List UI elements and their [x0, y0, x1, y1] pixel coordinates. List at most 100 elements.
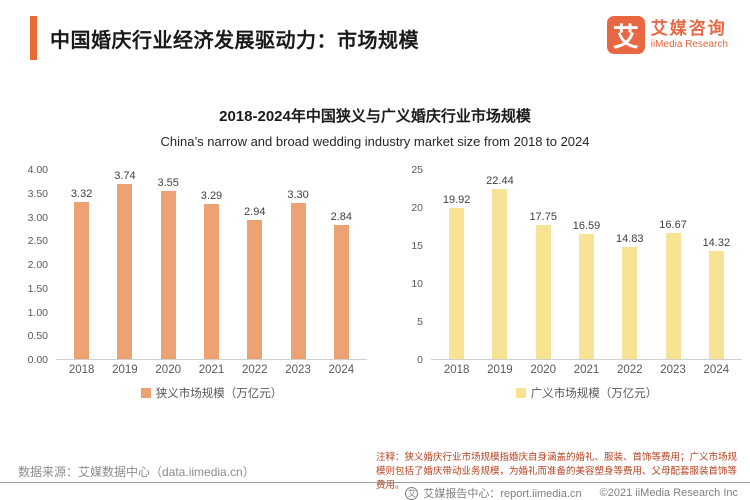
- iimedia-footer-logo-icon: 艾: [405, 486, 419, 500]
- bar-column: 2.94: [236, 170, 274, 359]
- y-axis-tick-label: 1.00: [27, 306, 48, 319]
- data-source-text: 数据来源：艾媒数据中心（data.iimedia.cn）: [18, 465, 255, 479]
- copyright-text: ©2021 iiMedia Research Inc: [599, 487, 738, 499]
- y-axis-tick-label: 0: [417, 354, 423, 366]
- page-title: 中国婚庆行业经济发展驱动力：市场规模: [50, 29, 419, 52]
- y-axis-tick-label: 5: [417, 316, 423, 328]
- report-center-link: 艾媒报告中心：report.iimedia.cn: [423, 488, 582, 500]
- y-axis-tick-label: 2.00: [27, 259, 48, 271]
- x-axis-label: 2024: [328, 364, 355, 376]
- bar-column: 14.83: [611, 170, 649, 359]
- bar-column: 19.92: [438, 170, 476, 359]
- x-axis-label: 2023: [285, 364, 311, 376]
- y-axis-tick-label: 2.50: [27, 235, 48, 248]
- x-axis-label: 2024: [703, 364, 730, 376]
- x-axis-label: 2019: [112, 364, 138, 376]
- footer-credit: 艾 艾媒报告中心：report.iimedia.cn ©2021 iiMedia…: [405, 485, 738, 500]
- broad-market-chart: 25 20 15 10 5 0 19.92 22.44 17.75 16.59 14.83 16.6…: [395, 164, 742, 401]
- y-axis-tick-label: 4.00: [27, 164, 48, 176]
- logo-name-cn: 艾媒咨询: [650, 18, 727, 38]
- bar-value-label: 14.83: [616, 232, 644, 245]
- bar-column: 3.29: [192, 170, 230, 359]
- bar: [492, 189, 508, 359]
- bar-column: 2.84: [322, 170, 360, 359]
- bar: [74, 202, 90, 359]
- plot-area: 19.92 22.44 17.75 16.59 14.83 16.67 14.32: [431, 170, 742, 360]
- chart-title: 2018-2024年中国狭义与广义婚庆行业市场规模: [219, 108, 531, 125]
- bar: [578, 233, 594, 359]
- x-axis-label: 2021: [198, 364, 225, 376]
- x-axis-label: 2022: [241, 364, 268, 376]
- bar-column: 22.44: [481, 170, 519, 359]
- legend: 广义市场规模（万亿元）: [431, 385, 742, 401]
- chart-subtitle: China’s narrow and broad wedding industr…: [160, 134, 590, 149]
- title-accent-bar: [30, 16, 37, 60]
- x-axis: 2018 2019 2020 2021 2022 2023 2024: [56, 364, 367, 376]
- bar-column: 3.30: [279, 170, 317, 359]
- y-axis: 4.00 3.50 3.00 2.50 2.00 1.50 1.00 0.50 0.00: [20, 164, 56, 366]
- bar-value-label: 16.59: [572, 219, 601, 232]
- y-axis: 25 20 15 10 5 0: [395, 164, 431, 366]
- bar: [622, 246, 638, 359]
- y-axis-tick-label: 15: [411, 240, 423, 252]
- iimedia-logo-icon: 艾: [606, 16, 645, 54]
- bar-value-label: 2.84: [330, 210, 353, 223]
- chart-body: 4.00 3.50 3.00 2.50 2.00 1.50 1.00 0.50 0.00 3.3…: [20, 164, 367, 366]
- y-axis-tick-label: 0.00: [27, 354, 48, 366]
- bar-value-label: 3.30: [287, 189, 309, 202]
- bar-value-label: 22.44: [486, 175, 514, 188]
- header-title-group: 中国婚庆行业经济发展驱动力：市场规模: [30, 16, 419, 60]
- x-axis-label: 2019: [487, 364, 513, 376]
- plot-area: 3.32 3.74 3.55 3.29 2.94 3.30 2.84: [56, 170, 367, 360]
- bar-column: 16.67: [654, 170, 692, 359]
- bar: [449, 208, 465, 359]
- bar: [290, 203, 306, 359]
- footer-divider: [0, 482, 750, 483]
- iimedia-logo: 艾 艾媒咨询 iiMedia Research: [606, 16, 728, 54]
- iimedia-logo-text: 艾媒咨询 iiMedia Research: [651, 19, 728, 51]
- y-axis-tick-label: 10: [411, 278, 423, 290]
- y-axis-tick-label: 3.50: [27, 187, 48, 200]
- x-axis-label: 2023: [660, 364, 686, 376]
- bar-value-label: 3.29: [200, 189, 223, 202]
- y-axis-tick-label: 1.50: [27, 282, 48, 295]
- bar-value-label: 19.92: [442, 194, 471, 207]
- bar-column: 14.32: [697, 170, 735, 359]
- note-text: 注释：狭义婚庆行业市场规模指婚庆自身涵盖的婚礼、服装、首饰等费用；广义市场规模则…: [376, 452, 738, 491]
- y-axis-tick-label: 3.00: [27, 211, 48, 224]
- bar: [665, 232, 681, 359]
- bar-column: 3.32: [63, 170, 101, 359]
- bar: [160, 191, 176, 359]
- bar-value-label: 2.94: [244, 206, 266, 219]
- legend-label: 狭义市场规模（万亿元）: [155, 388, 283, 400]
- y-axis-tick-label: 0.50: [27, 330, 48, 343]
- x-axis-label: 2022: [616, 364, 643, 376]
- narrow-market-chart: 4.00 3.50 3.00 2.50 2.00 1.50 1.00 0.50 0.00 3.3…: [20, 164, 367, 401]
- charts-container: 4.00 3.50 3.00 2.50 2.00 1.50 1.00 0.50 0.00 3.3…: [20, 164, 742, 401]
- bar: [203, 203, 219, 359]
- logo-name-en: iiMedia Research: [650, 39, 728, 51]
- header: 中国婚庆行业经济发展驱动力：市场规模 艾 艾媒咨询 iiMedia Resear…: [30, 16, 728, 60]
- legend-swatch: [140, 388, 151, 398]
- x-axis: 2018 2019 2020 2021 2022 2023 2024: [431, 364, 742, 376]
- bar-column: 3.55: [149, 170, 187, 359]
- x-axis-label: 2020: [155, 364, 181, 376]
- chart-body: 25 20 15 10 5 0 19.92 22.44 17.75 16.59 14.83 16.6…: [395, 164, 742, 366]
- bar-column: 16.59: [567, 170, 605, 359]
- bar-value-label: 16.67: [659, 218, 687, 231]
- bar-value-label: 14.32: [702, 236, 731, 249]
- x-axis-label: 2021: [573, 364, 600, 376]
- legend: 狭义市场规模（万亿元）: [56, 385, 367, 401]
- bar: [333, 224, 349, 359]
- bar-value-label: 3.55: [157, 177, 179, 190]
- bar: [708, 250, 724, 359]
- bar-column: 3.74: [106, 170, 144, 359]
- bar-value-label: 17.75: [529, 210, 557, 223]
- legend-label: 广义市场规模（万亿元）: [530, 388, 658, 400]
- bar: [117, 184, 133, 359]
- bar-column: 17.75: [524, 170, 562, 359]
- x-axis-label: 2018: [68, 364, 95, 376]
- y-axis-tick-label: 20: [411, 202, 423, 214]
- x-axis-label: 2020: [530, 364, 556, 376]
